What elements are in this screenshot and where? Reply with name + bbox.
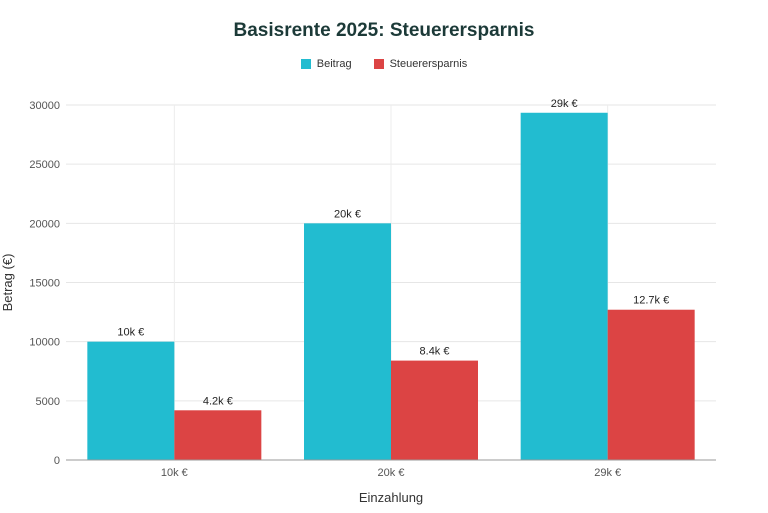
legend: Beitrag Steuerersparnis [0, 58, 768, 70]
legend-item-steuerersparnis: Steuerersparnis [373, 58, 468, 70]
data-label: 10k € [117, 327, 144, 339]
data-label: 29k € [551, 98, 578, 110]
legend-label-beitrag: Beitrag [316, 58, 352, 70]
legend-item-beitrag: Beitrag [300, 58, 352, 70]
bar-steuerersparnis [607, 309, 695, 460]
legend-swatch-steuerersparnis [373, 59, 384, 69]
bar-steuerersparnis [391, 360, 478, 460]
data-label: 8.4k € [420, 346, 450, 358]
y-axis-label: Betrag (€) [0, 254, 15, 312]
legend-label-steuerersparnis: Steuerersparnis [389, 58, 468, 70]
bar-beitrag [520, 112, 608, 460]
y-tick-label: 25000 [29, 159, 60, 171]
legend-swatch-beitrag [300, 59, 311, 69]
y-tick-label: 20000 [29, 218, 60, 230]
x-tick-label: 29k € [594, 467, 621, 479]
chart-title: Basisrente 2025: Steuerersparnis [233, 20, 535, 41]
y-tick-label: 0 [54, 455, 60, 467]
y-tick-label: 10000 [29, 337, 60, 349]
bar-steuerersparnis [174, 410, 262, 460]
y-tick-label: 5000 [36, 396, 60, 408]
data-label: 20k € [334, 208, 361, 220]
x-tick-label: 10k € [161, 467, 188, 479]
x-tick-label: 20k € [378, 467, 405, 479]
bar-beitrag [87, 341, 175, 460]
x-axis-label: Einzahlung [359, 490, 423, 505]
data-label: 4.2k € [203, 395, 233, 407]
y-tick-label: 15000 [29, 278, 60, 290]
data-label: 12.7k € [633, 295, 669, 307]
bar-beitrag [304, 223, 391, 460]
y-tick-label: 30000 [29, 100, 60, 112]
